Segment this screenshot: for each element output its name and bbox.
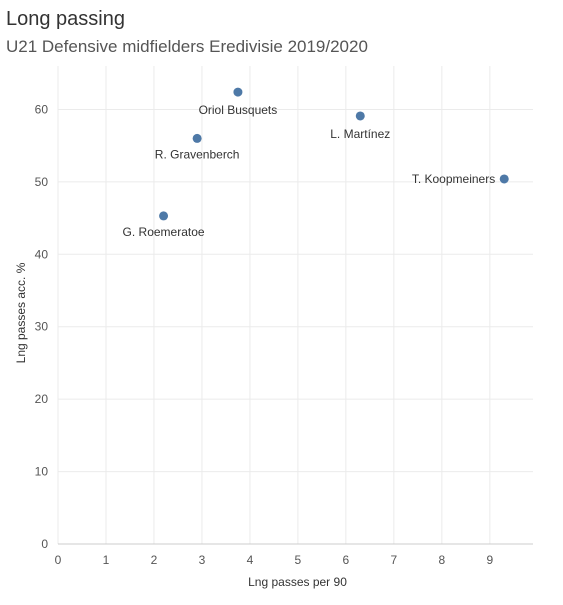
data-point — [192, 133, 202, 143]
y-tick-label: 10 — [35, 465, 49, 479]
data-point — [233, 87, 243, 97]
point-label: G. Roemeratoe — [123, 225, 205, 239]
point-label: L. Martínez — [330, 127, 390, 141]
x-tick-label: 4 — [247, 553, 254, 567]
x-tick-label: 9 — [486, 553, 493, 567]
x-tick-label: 3 — [199, 553, 206, 567]
point-label: T. Koopmeiners — [412, 172, 495, 186]
y-tick-label: 30 — [35, 320, 49, 334]
y-tick-label: 60 — [35, 102, 49, 116]
x-axis-title: Lng passes per 90 — [248, 575, 347, 589]
x-tick-label: 8 — [438, 553, 445, 567]
x-tick-label: 2 — [151, 553, 158, 567]
data-points: Oriol Busquets L. Martínez R. Gravenberch T… — [123, 87, 509, 239]
grid-lines — [57, 66, 533, 545]
x-tick-label: 0 — [55, 553, 62, 567]
y-axis-title: Lng passes acc. % — [14, 262, 28, 363]
point-label: R. Gravenberch — [155, 147, 240, 161]
y-tick-label: 20 — [35, 392, 49, 406]
x-axis-ticks: 0 1 2 3 4 5 6 7 8 9 — [55, 553, 494, 567]
chart-title: Long passing — [6, 8, 125, 30]
y-axis-ticks: 0 10 20 30 40 50 60 — [35, 102, 49, 551]
y-tick-label: 50 — [35, 175, 49, 189]
x-tick-label: 7 — [391, 553, 398, 567]
data-point — [159, 211, 169, 221]
x-tick-label: 6 — [343, 553, 350, 567]
y-tick-label: 40 — [35, 247, 49, 261]
data-point — [499, 174, 509, 184]
data-point — [355, 111, 365, 121]
chart-subtitle: U21 Defensive midfielders Eredivisie 201… — [6, 37, 368, 56]
x-tick-label: 5 — [295, 553, 302, 567]
point-label: Oriol Busquets — [199, 103, 278, 117]
x-tick-label: 1 — [103, 553, 110, 567]
y-tick-label: 0 — [41, 537, 48, 551]
